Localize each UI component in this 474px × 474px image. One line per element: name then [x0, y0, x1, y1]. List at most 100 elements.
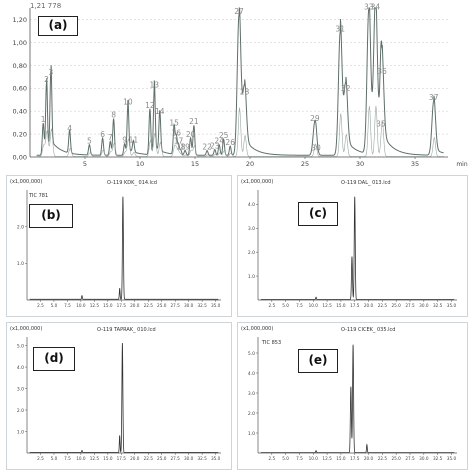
x-tick-label: 7.5: [296, 303, 303, 308]
panel-e: 1.0 2.0 3.0 4.0 5.0 2.5 5.0 7.5 10.0 12.5 15.0 17.5…: [237, 322, 468, 470]
peak-label: 9: [122, 136, 127, 145]
y-tick-label: 5.0: [17, 343, 24, 349]
x-tick-label: 20.0: [364, 303, 374, 308]
x-tick-label: 7.5: [64, 456, 71, 461]
x-tick-label: 27.5: [171, 456, 181, 461]
file-title-b: O-119 KDK_ 014.lcd: [107, 180, 157, 186]
peak-label: 37: [429, 93, 439, 102]
chromatogram-d: 1.0 2.0 3.0 4.0 5.0 2.5 5.0 7.5 10.0 12.5 15.0 17.5…: [17, 337, 221, 461]
x-tick-label: 20: [246, 160, 254, 168]
peak-label: 17: [174, 137, 184, 146]
y-tick-label: 3.0: [248, 391, 255, 397]
x-tick-label: 32.5: [433, 456, 443, 461]
trace-line: [29, 196, 219, 300]
chromatogram-e: 1.0 2.0 3.0 4.0 5.0 2.5 5.0 7.5 10.0 12.5 15.0 17.5…: [248, 337, 457, 461]
peak-label: 24: [214, 137, 224, 146]
x-tick-label: 17.5: [117, 303, 127, 308]
peak-label: 12: [145, 101, 155, 110]
x-tick-label: 2.5: [268, 303, 275, 308]
x-tick-label: 35.0: [211, 456, 221, 461]
x-tick-label: 22.5: [378, 303, 388, 308]
x-tick-label: 15: [191, 160, 199, 168]
peak-label: 27: [234, 7, 244, 16]
peak-label: 36: [377, 67, 387, 76]
x-tick-label: 25.0: [157, 303, 167, 308]
x-tick-label: 10.0: [309, 303, 319, 308]
x-tick-label: 25.0: [392, 456, 402, 461]
x-tick-label: 32.5: [197, 456, 207, 461]
y-tick-label: 0,80: [13, 62, 27, 70]
x-tick-label: 10: [136, 160, 144, 168]
file-title-c: O-119 DAL_ 013.lcd: [341, 180, 391, 186]
peak-label: 25: [219, 131, 229, 140]
trace-line-a: [36, 7, 444, 156]
peak-label: 1: [41, 115, 46, 124]
x-tick-label: 15.0: [336, 456, 346, 461]
panel-label-b: (b): [29, 204, 73, 228]
peak-label: 30: [311, 144, 321, 153]
y-tick-label: 1,20: [13, 16, 27, 24]
peak-label: 26: [225, 138, 235, 147]
x-tick-label: 15.0: [103, 303, 113, 308]
file-title-e: O-119 CICEK_ 035.lcd: [341, 327, 396, 333]
x-tick-label: 20.0: [130, 303, 140, 308]
corner-label-b: (x1,000,000): [10, 179, 43, 185]
x-tick-label: 5.0: [51, 303, 58, 308]
x-tick-label: 17.5: [350, 456, 360, 461]
x-tick-label: 7.5: [296, 456, 303, 461]
y-tick-label: 1,00: [13, 39, 27, 47]
corner-label-d: (x1,000,000): [10, 326, 43, 332]
peak-label: 35: [376, 119, 386, 128]
peak-label: 19: [180, 142, 190, 151]
x-tick-label: 30: [356, 160, 364, 168]
y-tick-label: 4.0: [248, 202, 255, 208]
chromatogram-c: 1.0 2.0 3.0 4.0 2.5 5.0 7.5 10.0 12.5 15.0 17.5 20.…: [248, 190, 457, 308]
x-tick-label: 10.0: [76, 456, 86, 461]
x-tick-label: 10.0: [309, 456, 319, 461]
peak-label: 11: [129, 136, 139, 145]
x-tick-label: 35.0: [447, 456, 457, 461]
trace-line: [29, 342, 219, 453]
trace-line-a2: [36, 105, 444, 157]
peak-label: 6: [100, 130, 105, 139]
y-tick-label: 4.0: [248, 371, 255, 377]
x-tick-label: 27.5: [171, 303, 181, 308]
x-tick-label: 12.5: [90, 303, 100, 308]
y-tick-label: 2.0: [248, 250, 255, 256]
peak-label: 29: [310, 114, 320, 123]
y-tick-label: 4.0: [17, 365, 24, 371]
header-text-a: 1,21 778: [30, 2, 62, 10]
x-tick-label: 25.0: [157, 456, 167, 461]
x-tick-label: 12.5: [322, 303, 332, 308]
x-tick-label: 35.0: [447, 303, 457, 308]
x-tick-label: 22.5: [378, 456, 388, 461]
x-tick-label: 7.5: [64, 303, 71, 308]
peak-label: 18: [176, 142, 186, 151]
panel-label-e: (e): [298, 349, 338, 373]
panel-d: 1.0 2.0 3.0 4.0 5.0 2.5 5.0 7.5 10.0 12.5 15.0 17.5…: [6, 322, 232, 470]
peak-label: 5: [87, 137, 92, 146]
peak-label: 33: [364, 3, 374, 12]
peak-label: 3: [49, 68, 54, 77]
x-tick-label: 15.0: [103, 456, 113, 461]
peak-label: 8: [111, 110, 116, 119]
x-tick-label: 5.0: [51, 456, 58, 461]
peak-label: 28: [240, 87, 250, 96]
x-tick-label: 17.5: [350, 303, 360, 308]
peak-label: 13: [150, 81, 160, 90]
peak-label: 21: [189, 117, 199, 126]
x-tick-label: 22.5: [144, 303, 154, 308]
panel-b: 1.0 2.0 2.5 5.0 7.5 10.0 12.5 15.0 17.5 20.0 22.5 2…: [6, 175, 232, 317]
x-tick-label: 27.5: [405, 303, 415, 308]
y-tick-label: 1.0: [17, 429, 24, 435]
peak-label: 31: [335, 24, 345, 33]
y-tick-label: 0,60: [13, 85, 27, 93]
peak-label: 23: [210, 141, 220, 150]
y-tick-label: 1.0: [248, 431, 255, 437]
x-tick-label: 15.0: [336, 303, 346, 308]
x-axis-label: min: [456, 161, 468, 168]
y-tick-label: 0,40: [13, 108, 27, 116]
y-tick-label: 1.0: [17, 261, 24, 267]
x-tick-label: 25.0: [392, 303, 402, 308]
peak-label: 4: [67, 124, 72, 133]
